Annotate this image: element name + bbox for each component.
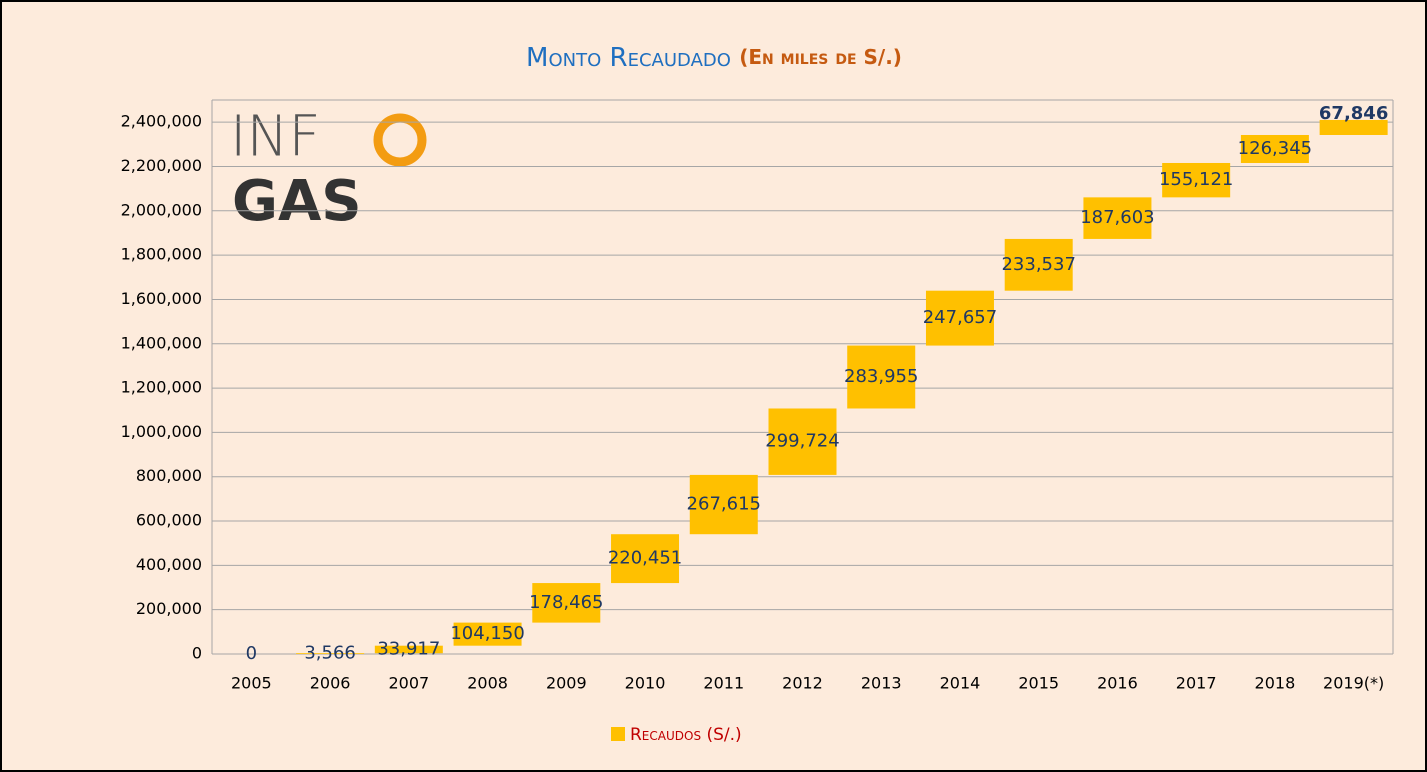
x-tick-label: 2008 (467, 674, 508, 693)
bar (1162, 162, 1231, 198)
y-tick-label: 800,000 (136, 466, 202, 485)
data-label: 299,724 (765, 431, 839, 452)
y-tick-label: 1,000,000 (121, 422, 202, 441)
y-tick-label: 2,000,000 (121, 200, 202, 219)
x-tick-label: 2007 (388, 674, 429, 693)
logo-text: GAS (232, 169, 362, 234)
y-tick-label: 600,000 (136, 511, 202, 530)
data-label: 67,846 (1319, 103, 1388, 124)
logo-text: INF (230, 104, 321, 169)
x-tick-label: 2012 (782, 674, 823, 693)
data-label: 33,917 (377, 638, 440, 659)
x-tick-label: 2013 (861, 674, 902, 693)
y-tick-label: 1,600,000 (121, 289, 202, 308)
data-label: 220,451 (608, 548, 682, 569)
subtitle: (En miles de S/.) (739, 45, 902, 69)
data-label: 233,537 (1001, 254, 1075, 275)
x-tick-label: 2016 (1097, 674, 1138, 693)
bar (768, 408, 837, 475)
bar (689, 474, 758, 535)
bar (1004, 238, 1073, 291)
bar (374, 645, 443, 654)
logo-icon (373, 113, 427, 167)
legend-label: Recaudos (S/.) (630, 725, 742, 745)
y-tick-label: 400,000 (136, 555, 202, 574)
data-label: 267,615 (687, 494, 761, 515)
y-tick-label: 1,800,000 (121, 245, 202, 264)
x-tick-label: 2014 (940, 674, 981, 693)
data-label: 104,150 (450, 623, 524, 644)
x-tick-label: 2006 (310, 674, 351, 693)
x-tick-label: 2019(*) (1323, 674, 1384, 693)
y-tick-label: 0 (192, 644, 202, 663)
y-tick-label: 2,400,000 (121, 112, 202, 131)
chart-title: Monto Recaudado (En miles de S/.) (526, 43, 902, 73)
x-tick-label: 2010 (625, 674, 666, 693)
x-tick-label: 2011 (703, 674, 744, 693)
data-label: 178,465 (529, 592, 603, 613)
bar (1083, 197, 1152, 239)
bar (1240, 134, 1309, 163)
bar (611, 534, 680, 584)
x-tick-label: 2005 (231, 674, 272, 693)
data-label: 283,955 (844, 366, 918, 387)
bar (296, 653, 365, 654)
bar (925, 290, 994, 346)
y-tick-label: 1,200,000 (121, 378, 202, 397)
data-label: 187,603 (1080, 207, 1154, 228)
x-tick-label: 2017 (1176, 674, 1217, 693)
data-label: 247,657 (923, 307, 997, 328)
y-tick-label: 2,200,000 (121, 156, 202, 175)
y-tick-label: 200,000 (136, 599, 202, 618)
bar (532, 583, 601, 623)
title: Monto Recaudado (526, 43, 731, 73)
x-tick-label: 2015 (1018, 674, 1059, 693)
bar (1319, 119, 1388, 135)
y-tick-label: 1,400,000 (121, 333, 202, 352)
data-label: 3,566 (304, 643, 356, 664)
x-tick-label: 2009 (546, 674, 587, 693)
bar (453, 622, 522, 646)
data-label: 126,345 (1238, 138, 1312, 159)
x-tick-label: 2018 (1255, 674, 1296, 693)
bar (847, 345, 916, 409)
data-label: 0 (246, 643, 257, 664)
data-label: 155,121 (1159, 169, 1233, 190)
legend-swatch (611, 727, 625, 741)
